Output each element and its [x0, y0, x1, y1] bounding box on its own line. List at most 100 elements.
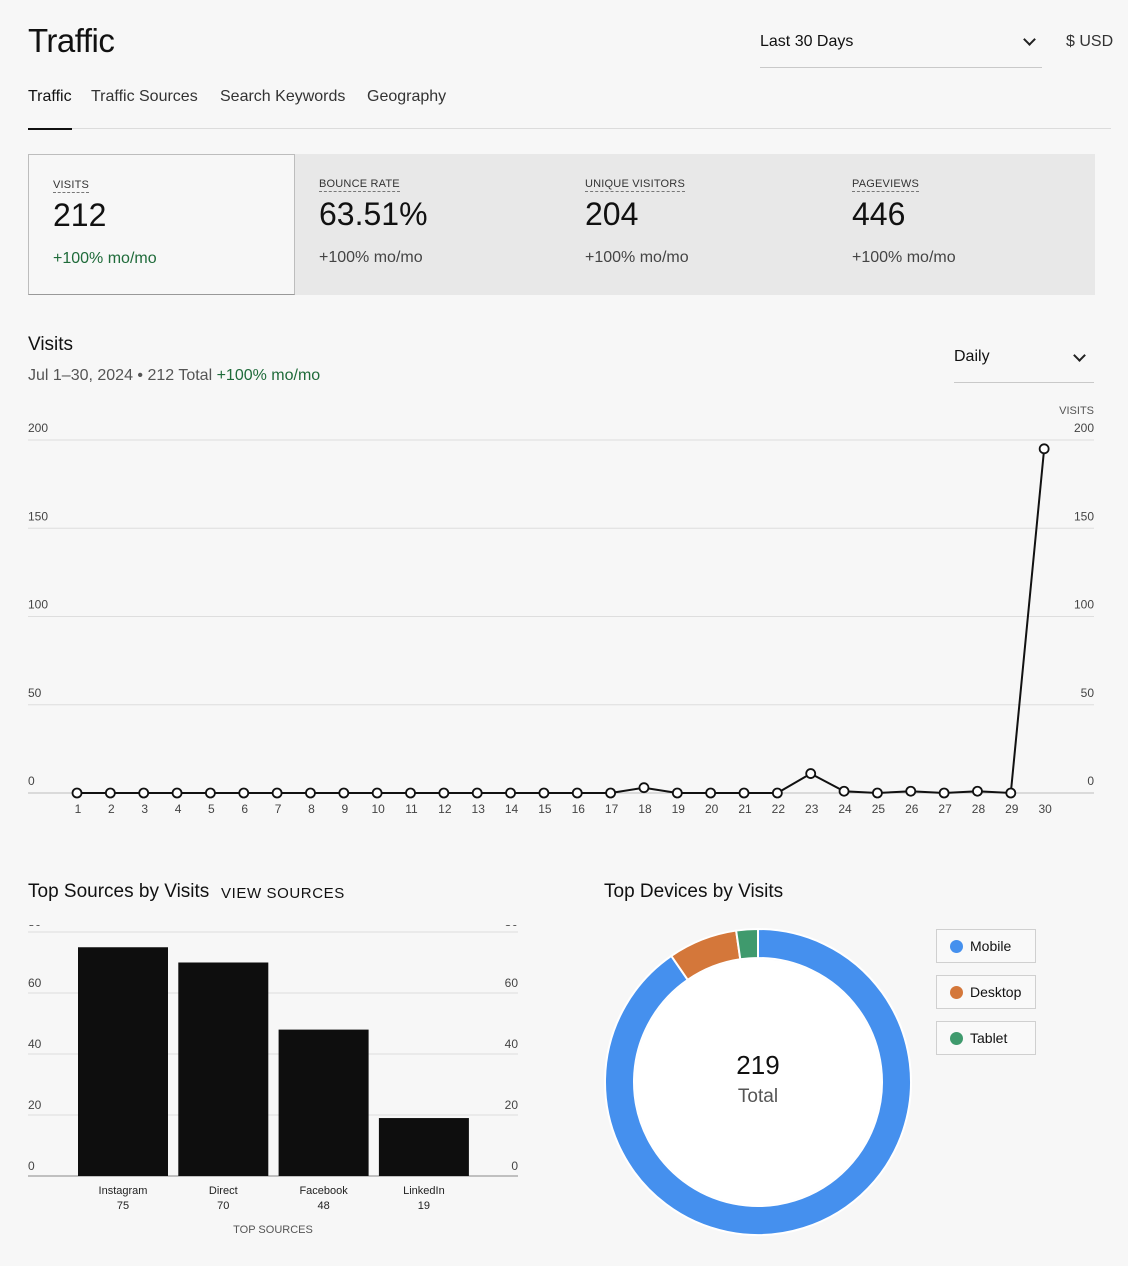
legend-label: Mobile	[970, 938, 1012, 954]
tab-search-keywords[interactable]: Search Keywords	[220, 88, 346, 105]
granularity-dropdown[interactable]: Daily	[954, 340, 1094, 383]
x-tick-label: 20	[705, 802, 719, 816]
metric-label: BOUNCE RATE	[319, 178, 400, 192]
data-point	[471, 787, 483, 799]
tab-bar: Traffic Traffic Sources Search Keywords …	[28, 88, 1111, 130]
y-tick-label-right: 0	[511, 1159, 518, 1173]
tab-traffic[interactable]: Traffic	[28, 88, 72, 130]
data-point	[771, 787, 783, 799]
y-tick-label-right: 200	[1074, 421, 1094, 435]
y-axis-label: VISITS	[1059, 405, 1094, 417]
x-tick-label: 28	[972, 802, 986, 816]
x-tick-label: Direct	[209, 1185, 238, 1197]
data-point	[204, 787, 216, 799]
y-tick-label-left: 40	[28, 1037, 42, 1051]
x-tick-label: 21	[738, 802, 752, 816]
chevron-down-icon	[1073, 349, 1086, 362]
y-tick-label-left: 100	[28, 598, 48, 612]
visits-chart-title: Visits	[28, 334, 74, 355]
metric-value: 204	[585, 196, 639, 232]
data-point	[805, 768, 817, 779]
metric-label: PAGEVIEWS	[852, 178, 919, 192]
visits-period-total: Jul 1–30, 2024 • 212 Total	[28, 367, 213, 384]
sources-chart-title: Top Sources by Visits	[28, 881, 210, 902]
y-tick-label-left: 150	[28, 509, 48, 523]
x-tick-label: 22	[772, 802, 786, 816]
y-tick-label-right: 40	[505, 1037, 519, 1051]
metric-change: +100% mo/mo	[852, 249, 956, 266]
y-tick-label-right: 80	[505, 925, 519, 929]
metric-change: +100% mo/mo	[319, 249, 423, 266]
x-tick-label: 7	[275, 802, 282, 816]
data-point	[538, 787, 550, 799]
x-tick-label: 10	[371, 802, 385, 816]
y-tick-label-left: 0	[28, 1159, 35, 1173]
y-tick-label-right: 0	[1087, 774, 1094, 788]
metric-change: +100% mo/mo	[53, 250, 157, 267]
data-point	[238, 787, 250, 799]
data-point	[671, 787, 683, 799]
legend-item-desktop[interactable]: Desktop	[936, 975, 1036, 1009]
x-tick-label: 4	[175, 802, 182, 816]
data-point	[438, 787, 450, 799]
x-tick-label: 29	[1005, 802, 1019, 816]
x-tick-label: LinkedIn	[403, 1185, 445, 1197]
x-tick-label: 30	[1038, 802, 1052, 816]
y-tick-label-left: 0	[28, 774, 35, 788]
data-point	[1005, 787, 1017, 799]
data-point	[338, 787, 350, 799]
data-point	[138, 787, 150, 799]
x-tick-label: 15	[538, 802, 552, 816]
y-tick-label-right: 50	[1081, 686, 1095, 700]
data-point	[938, 787, 950, 799]
y-tick-label-left: 50	[28, 686, 42, 700]
x-tick-label: 12	[438, 802, 452, 816]
y-tick-label-left: 80	[28, 925, 42, 929]
x-tick-label: 9	[341, 802, 348, 816]
x-tick-label: 18	[638, 802, 652, 816]
bar-facebook	[278, 1029, 369, 1176]
metric-card-unique-visitors[interactable]: UNIQUE VISITORS 204 +100% mo/mo	[561, 154, 828, 295]
data-point	[71, 787, 83, 799]
data-point	[1038, 443, 1050, 455]
legend-label: Desktop	[970, 984, 1022, 1000]
metric-card-visits[interactable]: VISITS 212 +100% mo/mo	[28, 154, 295, 295]
x-tick-label: 11	[405, 802, 418, 816]
metric-card-bounce-rate[interactable]: BOUNCE RATE 63.51% +100% mo/mo	[295, 154, 561, 295]
donut-hole	[635, 959, 881, 1205]
y-tick-label-left: 60	[28, 976, 42, 990]
view-sources-link[interactable]: VIEW SOURCES	[221, 885, 345, 902]
bar-value-label: 75	[117, 1200, 129, 1212]
y-tick-label-right: 100	[1074, 598, 1094, 612]
x-tick-label: 14	[505, 802, 519, 816]
y-tick-label-left: 20	[28, 1098, 42, 1112]
x-tick-label: 13	[472, 802, 486, 816]
metric-label: VISITS	[53, 179, 90, 193]
metrics-row: VISITS 212 +100% mo/mo BOUNCE RATE 63.51…	[28, 154, 1095, 295]
x-tick-label: 1	[75, 802, 82, 816]
x-tick-label: 26	[905, 802, 919, 816]
x-tick-label: 17	[605, 802, 619, 816]
data-point	[972, 785, 983, 797]
data-point	[171, 787, 183, 799]
legend-item-mobile[interactable]: Mobile	[936, 929, 1036, 963]
bar-value-label: 19	[418, 1200, 430, 1212]
series-line-visits	[77, 448, 1046, 795]
x-tick-label: 16	[572, 802, 586, 816]
date-range-dropdown[interactable]: Last 30 Days	[760, 22, 1042, 68]
date-range-value: Last 30 Days	[760, 33, 854, 50]
data-point	[605, 787, 616, 799]
tab-geography[interactable]: Geography	[367, 88, 447, 105]
x-tick-label: 2	[108, 802, 115, 816]
visits-chart-subtitle: Jul 1–30, 2024 • 212 Total +100% mo/mo	[28, 367, 320, 385]
tab-traffic-sources[interactable]: Traffic Sources	[91, 88, 198, 105]
donut-total-label: Total	[737, 1086, 779, 1107]
x-tick-label: 19	[672, 802, 686, 816]
legend-label: Tablet	[970, 1030, 1008, 1046]
bar-value-label: 70	[217, 1200, 229, 1212]
legend-item-tablet[interactable]: Tablet	[936, 1021, 1036, 1055]
y-tick-label-right: 150	[1074, 509, 1094, 523]
x-tick-label: 6	[241, 802, 248, 816]
metric-card-pageviews[interactable]: PAGEVIEWS 446 +100% mo/mo	[828, 154, 1095, 295]
data-point	[371, 787, 383, 799]
